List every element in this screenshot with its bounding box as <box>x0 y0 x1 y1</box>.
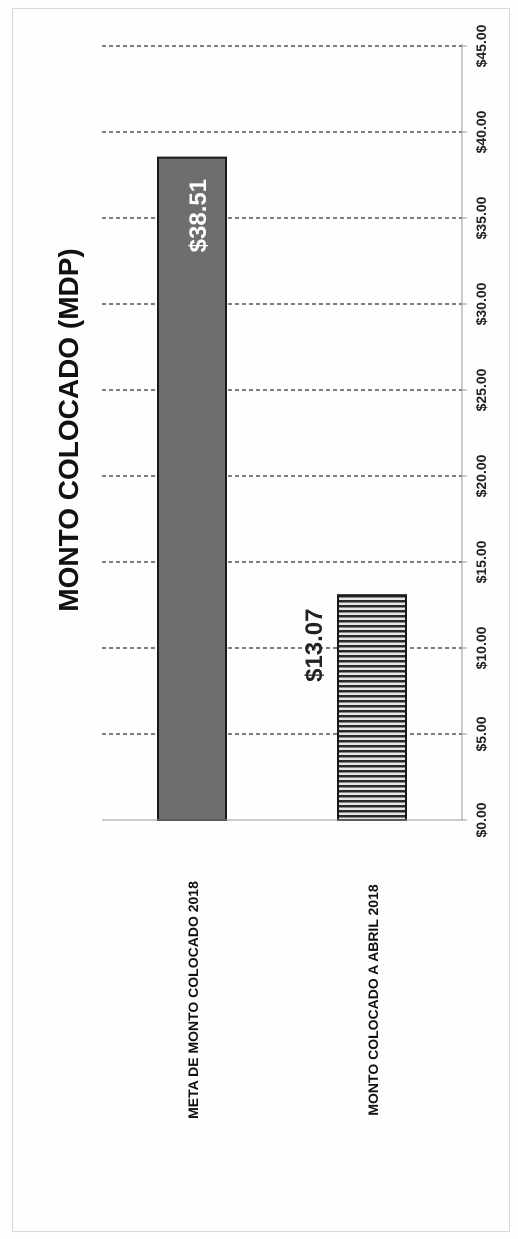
bars: $38.51 $13.07 <box>157 156 407 822</box>
tick-label: $30.00 <box>473 282 489 325</box>
tick-label: $5.00 <box>473 716 489 751</box>
gridlines <box>102 45 462 735</box>
tick-label: $15.00 <box>473 540 489 583</box>
tick-label: $20.00 <box>473 454 489 497</box>
bar <box>337 594 407 821</box>
category-label: MONTO COLOCADO A ABRIL 2018 <box>365 884 381 1116</box>
data-label: $38.51 <box>185 179 212 252</box>
value-axis: $0.00 $5.00 $10.00 $15.00 $20.00 $25.00 $30.00… <box>102 24 489 838</box>
category-label: META DE MONTO COLOCADO 2018 <box>185 881 201 1119</box>
data-label: $13.07 <box>301 608 328 681</box>
chart-frame <box>12 8 510 1232</box>
chart-title: MONTO COLOCADO (MDP) <box>53 248 84 611</box>
tick-label: $35.00 <box>473 196 489 239</box>
title-group: MONTO COLOCADO (MDP) <box>53 248 84 611</box>
tick-label: $40.00 <box>473 110 489 153</box>
tick-label: $45.00 <box>473 24 489 67</box>
tick-label: $25.00 <box>473 368 489 411</box>
category-axis: META DE MONTO COLOCADO 2018 MONTO COLOCAD… <box>185 881 381 1119</box>
bar <box>157 156 227 822</box>
tick-label: $0.00 <box>473 802 489 837</box>
tick-label: $10.00 <box>473 626 489 669</box>
